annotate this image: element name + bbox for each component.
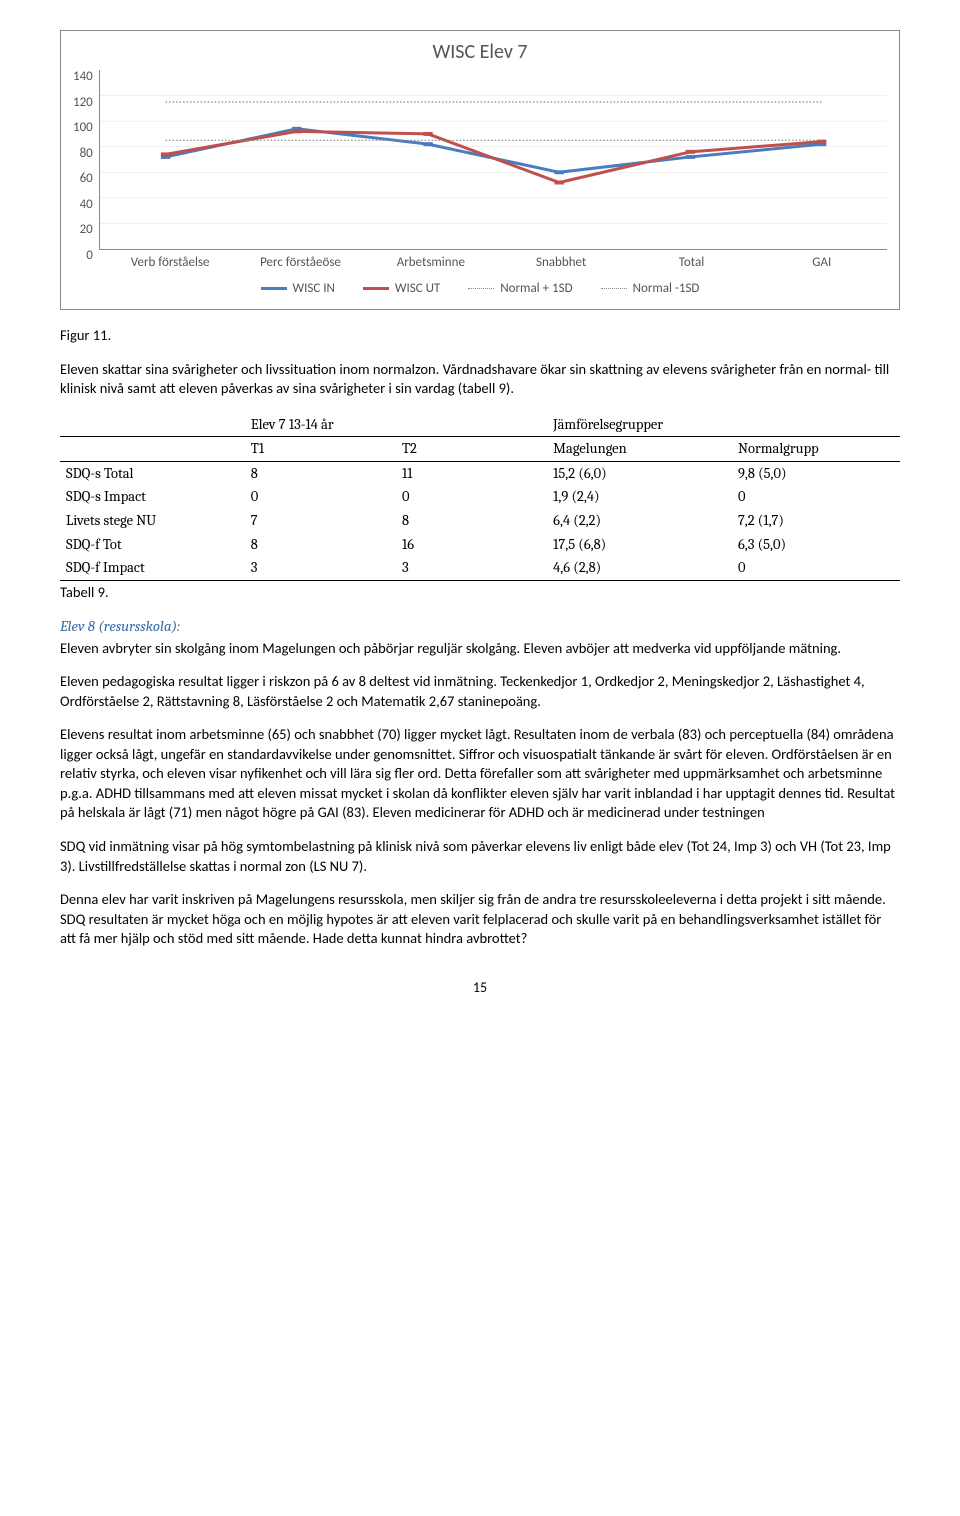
xtick: Total <box>626 250 756 272</box>
figure-label: Figur 11. <box>60 326 900 346</box>
xtick: Arbetsminne <box>366 250 496 272</box>
legend-label: Normal -1SD <box>633 280 700 298</box>
table-cell: SDQ-f Tot <box>60 533 245 557</box>
chart-area: 140 120 100 80 60 40 20 0 <box>73 70 887 250</box>
table-cell: 7 <box>245 509 396 533</box>
ytick: 100 <box>73 121 93 122</box>
chart-title: WISC Elev 7 <box>73 39 887 66</box>
table-cell: 16 <box>396 533 547 557</box>
table-cell: 9,8 (5,0) <box>732 461 900 485</box>
legend-swatch <box>261 287 287 290</box>
table-cell: 7,2 (1,7) <box>732 509 900 533</box>
table-cell: Livets stege NU <box>60 509 245 533</box>
table-col: T1 <box>245 437 396 462</box>
table-cell: 1,9 (2,4) <box>547 485 732 509</box>
paragraph: SDQ vid inmätning visar på hög symtombel… <box>60 837 900 876</box>
table-group-head: Elev 7 13-14 år <box>245 413 547 437</box>
table-col: T2 <box>396 437 547 462</box>
ytick: 20 <box>73 223 93 224</box>
legend-label: Normal + 1SD <box>500 280 572 298</box>
plot-area <box>99 70 887 250</box>
legend-swatch <box>363 287 389 290</box>
section-subhead: Elev 8 (resursskola): <box>60 616 900 636</box>
table-group-header: Elev 7 13-14 år Jämförelsegrupper <box>60 413 900 437</box>
x-axis: Verb förståelse Perc förståeöse Arbetsmi… <box>105 250 887 272</box>
table-row: SDQ-f Impact334,6 (2,8)0 <box>60 556 900 580</box>
table-cell: 6,3 (5,0) <box>732 533 900 557</box>
paragraph: Elevens resultat inom arbetsminne (65) o… <box>60 725 900 823</box>
table-group-head: Jämförelsegrupper <box>547 413 900 437</box>
table-cell: 0 <box>732 556 900 580</box>
ytick: 40 <box>73 198 93 199</box>
table-row: SDQ-s Total81115,2 (6,0)9,8 (5,0) <box>60 461 900 485</box>
wisc-chart: WISC Elev 7 140 120 100 80 60 40 20 0 Ve… <box>60 30 900 310</box>
legend-label: WISC UT <box>395 280 440 298</box>
paragraph: Eleven avbryter sin skolgång inom Magelu… <box>60 639 900 659</box>
chart-legend: WISC IN WISC UT Normal + 1SD Normal -1SD <box>73 280 887 298</box>
xtick: Snabbhet <box>496 250 626 272</box>
table-caption: Tabell 9. <box>60 583 900 603</box>
table-col: Magelungen <box>547 437 732 462</box>
ytick: 120 <box>73 96 93 97</box>
table-cell: 3 <box>396 556 547 580</box>
table-cell: SDQ-s Total <box>60 461 245 485</box>
table-row: Livets stege NU786,4 (2,2)7,2 (1,7) <box>60 509 900 533</box>
legend-item: WISC UT <box>363 280 440 298</box>
table-row: SDQ-f Tot81617,5 (6,8)6,3 (5,0) <box>60 533 900 557</box>
legend-item: Normal -1SD <box>601 280 700 298</box>
legend-item: Normal + 1SD <box>468 280 572 298</box>
table-cell: 6,4 (2,2) <box>547 509 732 533</box>
y-axis: 140 120 100 80 60 40 20 0 <box>73 70 99 250</box>
paragraph: Denna elev har varit inskriven på Magelu… <box>60 890 900 949</box>
table-row: SDQ-s Impact001,9 (2,4)0 <box>60 485 900 509</box>
xtick: Verb förståelse <box>105 250 235 272</box>
table-cell: 11 <box>396 461 547 485</box>
table-cell: 8 <box>245 461 396 485</box>
table-col: Normalgrupp <box>732 437 900 462</box>
table-col <box>60 437 245 462</box>
table-cell: 8 <box>245 533 396 557</box>
table-cell: 0 <box>396 485 547 509</box>
legend-swatch <box>601 288 627 289</box>
xtick: GAI <box>757 250 887 272</box>
table-cell: 0 <box>245 485 396 509</box>
ytick: 60 <box>73 172 93 173</box>
ytick: 140 <box>73 70 93 71</box>
ytick: 80 <box>73 147 93 148</box>
table-cell: SDQ-s Impact <box>60 485 245 509</box>
table-header-row: T1 T2 Magelungen Normalgrupp <box>60 437 900 462</box>
table-cell: 4,6 (2,8) <box>547 556 732 580</box>
table-cell: 3 <box>245 556 396 580</box>
legend-item: WISC IN <box>261 280 335 298</box>
paragraph: Eleven skattar sina svårigheter och livs… <box>60 360 900 399</box>
table-cell: 8 <box>396 509 547 533</box>
ytick: 0 <box>73 249 93 250</box>
table-cell: 17,5 (6,8) <box>547 533 732 557</box>
table-cell: SDQ-f Impact <box>60 556 245 580</box>
page-number: 15 <box>60 979 900 998</box>
paragraph: Eleven pedagogiska resultat ligger i ris… <box>60 672 900 711</box>
table-cell: 15,2 (6,0) <box>547 461 732 485</box>
legend-swatch <box>468 288 494 289</box>
legend-label: WISC IN <box>293 280 335 298</box>
table-cell: 0 <box>732 485 900 509</box>
data-table: Elev 7 13-14 år Jämförelsegrupper T1 T2 … <box>60 413 900 581</box>
xtick: Perc förståeöse <box>235 250 365 272</box>
